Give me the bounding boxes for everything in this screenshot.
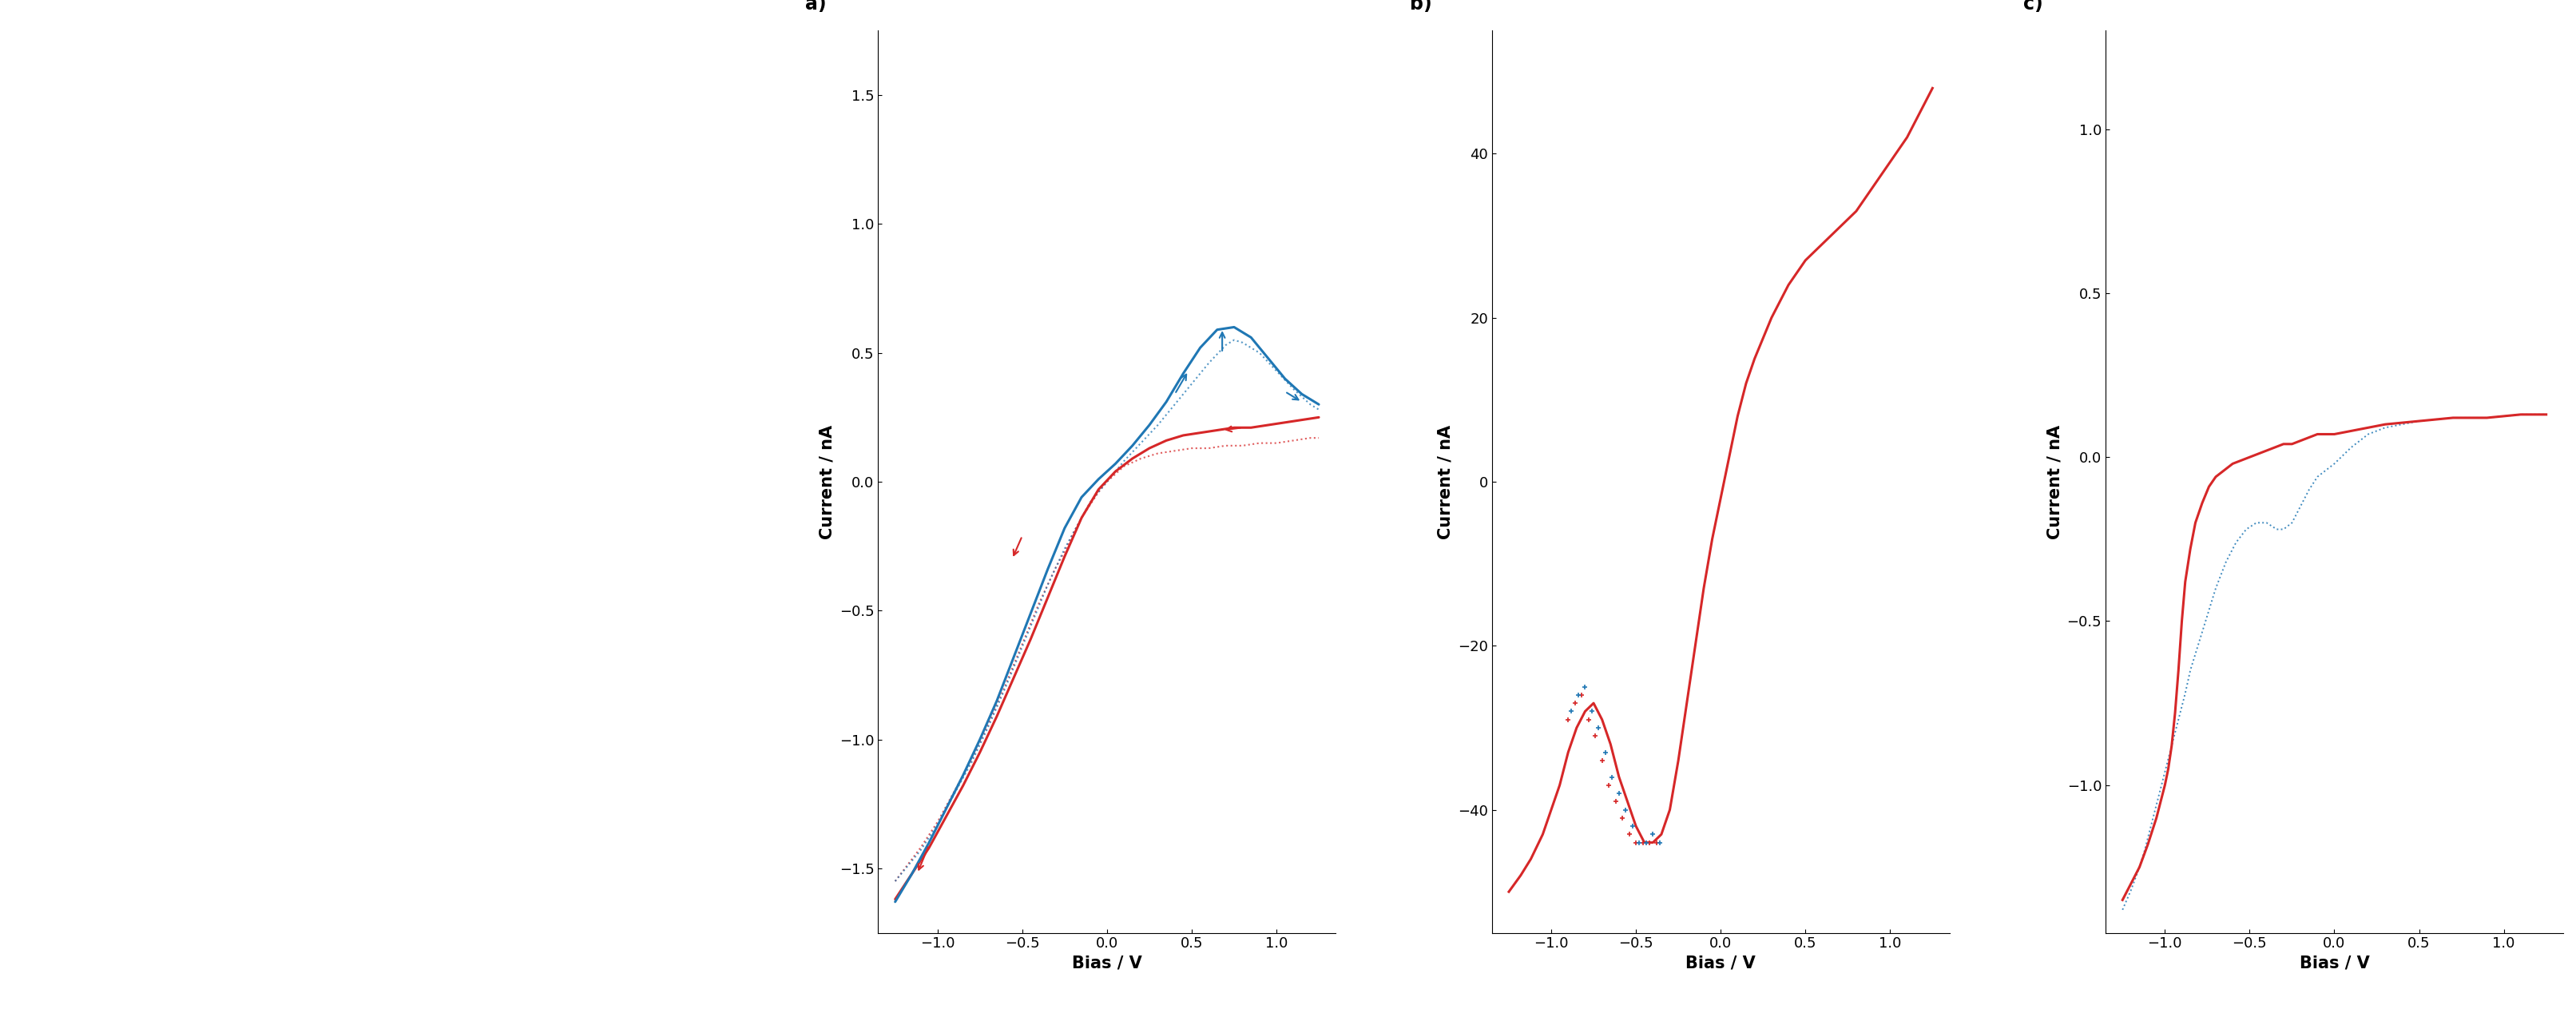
Point xyxy=(1579,720,1620,736)
Point xyxy=(1613,818,1654,834)
Point xyxy=(1615,834,1656,851)
Point xyxy=(1636,834,1677,851)
Point xyxy=(1607,826,1649,843)
X-axis label: Bias / V: Bias / V xyxy=(2300,955,2370,972)
Point xyxy=(1633,826,1674,843)
Point xyxy=(1561,687,1602,703)
Point xyxy=(1574,728,1615,744)
Point xyxy=(1564,679,1605,695)
Point xyxy=(1571,703,1613,720)
X-axis label: Bias / V: Bias / V xyxy=(1685,955,1757,972)
Point xyxy=(1592,769,1633,785)
Point xyxy=(1551,703,1592,720)
X-axis label: Bias / V: Bias / V xyxy=(1072,955,1141,972)
Point xyxy=(1589,777,1631,793)
Y-axis label: Current / nA: Current / nA xyxy=(819,424,835,539)
Point xyxy=(1618,834,1659,851)
Y-axis label: Current / nA: Current / nA xyxy=(1437,424,1453,539)
Point xyxy=(1602,810,1643,826)
Point xyxy=(1628,834,1669,851)
Point xyxy=(1584,744,1625,761)
Point xyxy=(1623,834,1664,851)
Point xyxy=(1595,793,1636,810)
Point xyxy=(1638,834,1680,851)
Point xyxy=(1582,752,1623,769)
Point xyxy=(1625,834,1667,851)
Point xyxy=(1553,695,1595,711)
Point xyxy=(1597,785,1638,802)
Point xyxy=(1569,711,1610,728)
Point xyxy=(1548,711,1589,728)
Y-axis label: Current / nA: Current / nA xyxy=(2045,424,2063,539)
Text: c): c) xyxy=(2022,0,2043,14)
Point xyxy=(1605,802,1646,818)
Point xyxy=(1558,687,1600,703)
Text: a): a) xyxy=(806,0,827,14)
Text: b): b) xyxy=(1409,0,1432,14)
